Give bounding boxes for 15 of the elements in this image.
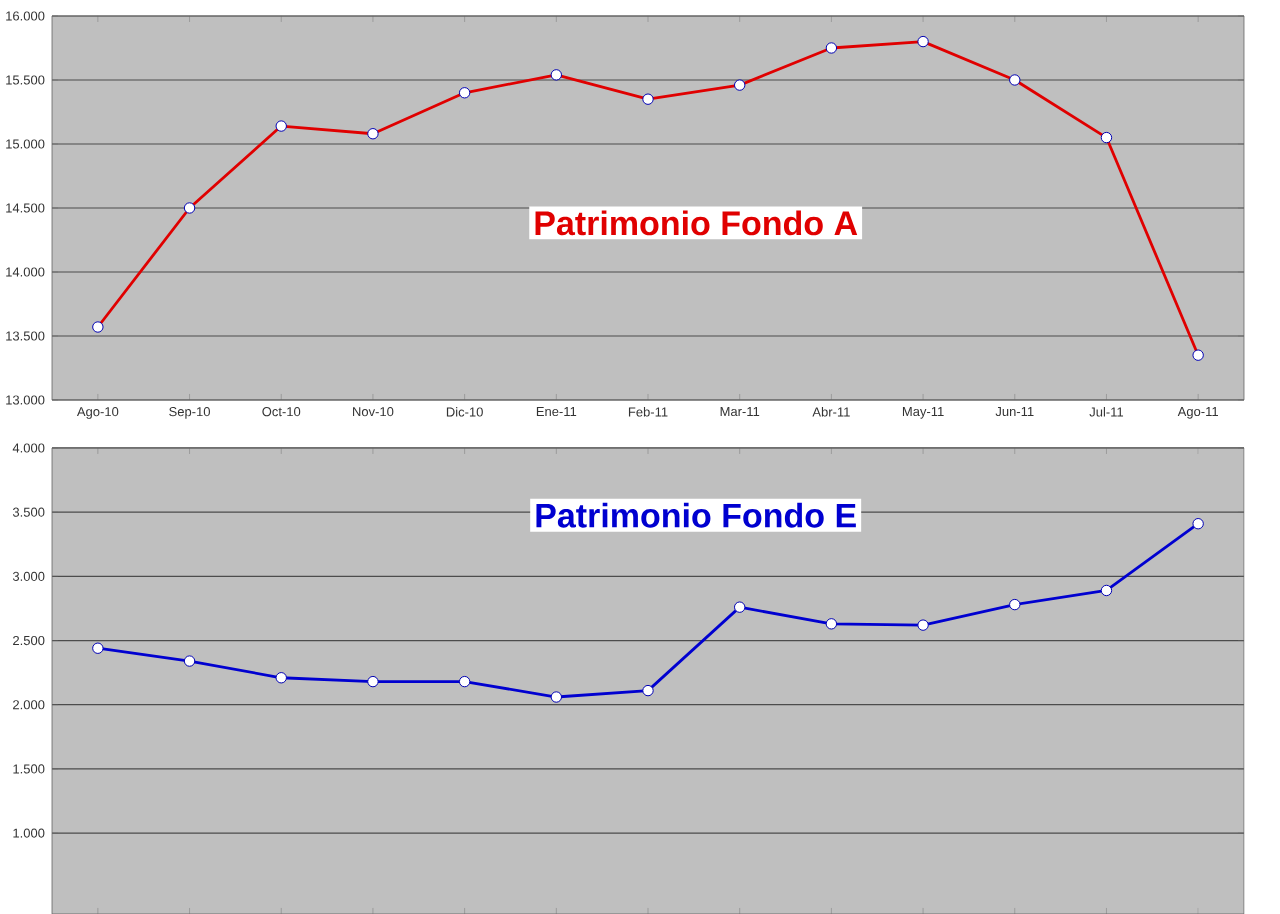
point	[917, 619, 929, 631]
point	[1009, 598, 1021, 611]
point	[734, 601, 746, 613]
point	[1192, 518, 1204, 530]
point	[275, 672, 287, 684]
point	[458, 675, 471, 688]
point	[183, 655, 196, 667]
point	[92, 642, 104, 654]
point	[1100, 584, 1113, 597]
point	[550, 691, 563, 703]
text: Patrimonio Fondo E	[536, 502, 856, 528]
point	[367, 675, 379, 688]
text: Patrimonio Fondo A	[535, 210, 858, 236]
point	[825, 618, 838, 630]
point	[642, 684, 654, 697]
